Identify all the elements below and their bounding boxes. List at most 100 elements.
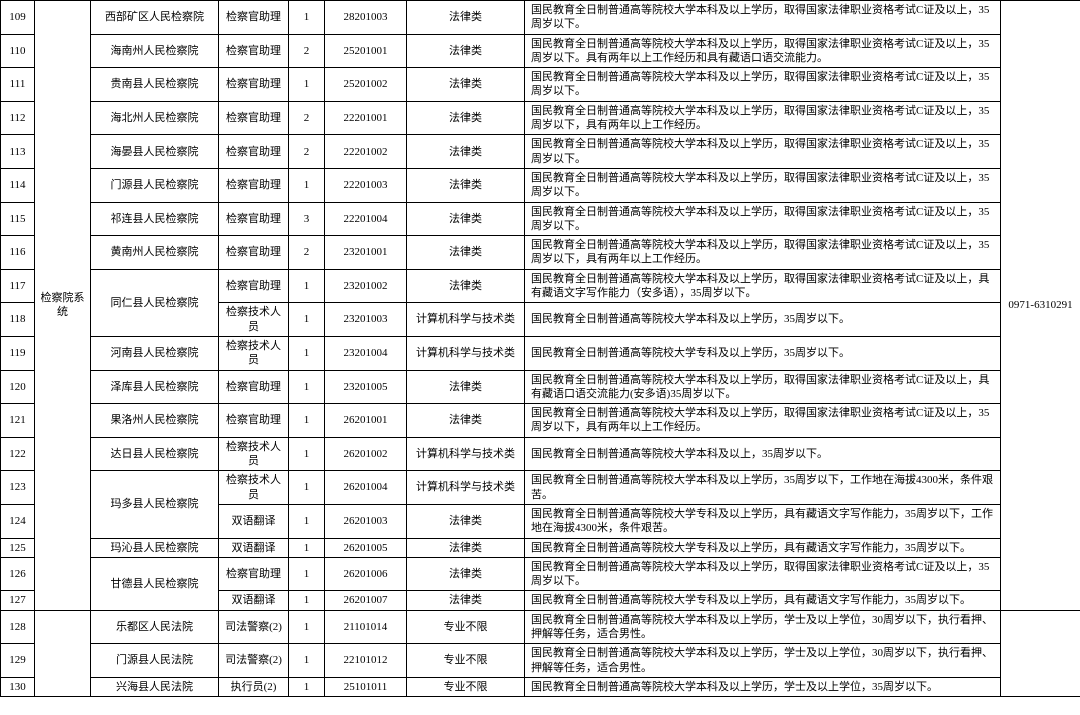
row-index: 130 [1, 677, 35, 696]
row-index: 125 [1, 538, 35, 557]
org-name: 海晏县人民检察院 [91, 135, 219, 169]
system-group: 检察院系统 [35, 1, 91, 611]
table-row: 121果洛州人民检察院检察官助理126201001法律类国民教育全日制普通高等院… [1, 404, 1080, 438]
row-index: 126 [1, 557, 35, 591]
row-index: 113 [1, 135, 35, 169]
org-name: 果洛州人民检察院 [91, 404, 219, 438]
row-index: 124 [1, 504, 35, 538]
requirement: 国民教育全日制普通高等院校大学本科及以上学历，学士及以上学位，35周岁以下。 [525, 677, 1001, 696]
requirement: 国民教育全日制普通高等院校大学本科及以上学历，取得国家法律职业资格考试C证及以上… [525, 269, 1001, 303]
table-row: 112海北州人民检察院检察官助理222201001法律类国民教育全日制普通高等院… [1, 101, 1080, 135]
org-name: 西部矿区人民检察院 [91, 1, 219, 35]
requirement: 国民教育全日制普通高等院校大学本科及以上学历，学士及以上学位，30周岁以下，执行… [525, 610, 1001, 644]
row-index: 122 [1, 437, 35, 471]
position: 检察官助理 [219, 370, 289, 404]
row-index: 111 [1, 68, 35, 102]
job-code: 26201002 [325, 437, 407, 471]
system-group [35, 610, 91, 696]
category: 法律类 [407, 557, 525, 591]
requirement: 国民教育全日制普通高等院校大学本科及以上学历，35周岁以下，工作地在海拔4300… [525, 471, 1001, 505]
table-row: 123玛多县人民检察院检察技术人员126201004计算机科学与技术类国民教育全… [1, 471, 1080, 505]
job-code: 23201005 [325, 370, 407, 404]
job-code: 26201007 [325, 591, 407, 610]
table-row: 119河南县人民检察院检察技术人员123201004计算机科学与技术类国民教育全… [1, 336, 1080, 370]
category: 法律类 [407, 404, 525, 438]
table-row: 126甘德县人民检察院检察官助理126201006法律类国民教育全日制普通高等院… [1, 557, 1080, 591]
requirement: 国民教育全日制普通高等院校大学本科及以上学历，取得国家法律职业资格考试C证及以上… [525, 1, 1001, 35]
org-name: 兴海县人民法院 [91, 677, 219, 696]
count: 1 [289, 437, 325, 471]
org-name: 门源县人民检察院 [91, 168, 219, 202]
category: 法律类 [407, 68, 525, 102]
category: 法律类 [407, 202, 525, 236]
requirement: 国民教育全日制普通高等院校大学本科及以上，35周岁以下。 [525, 437, 1001, 471]
position: 检察官助理 [219, 202, 289, 236]
position: 执行员(2) [219, 677, 289, 696]
table-row: 125玛沁县人民检察院双语翻译126201005法律类国民教育全日制普通高等院校… [1, 538, 1080, 557]
row-index: 120 [1, 370, 35, 404]
table-row: 115祁连县人民检察院检察官助理322201004法律类国民教育全日制普通高等院… [1, 202, 1080, 236]
row-index: 119 [1, 336, 35, 370]
category: 法律类 [407, 538, 525, 557]
job-code: 23201003 [325, 303, 407, 337]
count: 2 [289, 34, 325, 68]
position: 司法警察(2) [219, 644, 289, 678]
position: 双语翻译 [219, 504, 289, 538]
org-name: 同仁县人民检察院 [91, 269, 219, 336]
requirement: 国民教育全日制普通高等院校大学本科及以上学历，取得国家法律职业资格考试C证及以上… [525, 168, 1001, 202]
count: 1 [289, 168, 325, 202]
count: 1 [289, 1, 325, 35]
job-code: 28201003 [325, 1, 407, 35]
count: 1 [289, 68, 325, 102]
job-code: 22201002 [325, 135, 407, 169]
row-index: 129 [1, 644, 35, 678]
position: 双语翻译 [219, 538, 289, 557]
count: 1 [289, 557, 325, 591]
table-row: 116黄南州人民检察院检察官助理223201001法律类国民教育全日制普通高等院… [1, 236, 1080, 270]
job-code: 23201001 [325, 236, 407, 270]
row-index: 110 [1, 34, 35, 68]
org-name: 玛多县人民检察院 [91, 471, 219, 538]
table-row: 110海南州人民检察院检察官助理225201001法律类国民教育全日制普通高等院… [1, 34, 1080, 68]
job-code: 26201001 [325, 404, 407, 438]
requirement: 国民教育全日制普通高等院校大学本科及以上学历，取得国家法律职业资格考试C证及以上… [525, 34, 1001, 68]
row-index: 127 [1, 591, 35, 610]
position: 检察技术人员 [219, 437, 289, 471]
org-name: 乐都区人民法院 [91, 610, 219, 644]
requirement: 国民教育全日制普通高等院校大学本科及以上学历，取得国家法律职业资格考试C证及以上… [525, 135, 1001, 169]
category: 法律类 [407, 1, 525, 35]
position: 检察官助理 [219, 1, 289, 35]
job-code: 22201004 [325, 202, 407, 236]
requirement: 国民教育全日制普通高等院校大学本科及以上学历，35周岁以下。 [525, 303, 1001, 337]
table-row: 117同仁县人民检察院检察官助理123201002法律类国民教育全日制普通高等院… [1, 269, 1080, 303]
row-index: 115 [1, 202, 35, 236]
position: 检察技术人员 [219, 471, 289, 505]
category: 专业不限 [407, 610, 525, 644]
job-code: 26201005 [325, 538, 407, 557]
requirement: 国民教育全日制普通高等院校大学专科及以上学历，具有藏语文字写作能力，35周岁以下… [525, 591, 1001, 610]
position: 检察官助理 [219, 135, 289, 169]
row-index: 117 [1, 269, 35, 303]
row-index: 118 [1, 303, 35, 337]
category: 法律类 [407, 236, 525, 270]
org-name: 黄南州人民检察院 [91, 236, 219, 270]
position: 检察技术人员 [219, 336, 289, 370]
job-code: 25101011 [325, 677, 407, 696]
count: 2 [289, 101, 325, 135]
position: 检察官助理 [219, 269, 289, 303]
category: 法律类 [407, 269, 525, 303]
org-name: 玛沁县人民检察院 [91, 538, 219, 557]
org-name: 海北州人民检察院 [91, 101, 219, 135]
job-code: 22201001 [325, 101, 407, 135]
count: 2 [289, 236, 325, 270]
recruitment-table: 109检察院系统西部矿区人民检察院检察官助理128201003法律类国民教育全日… [0, 0, 1080, 697]
row-index: 128 [1, 610, 35, 644]
position: 检察官助理 [219, 404, 289, 438]
requirement: 国民教育全日制普通高等院校大学专科及以上学历，具有藏语文字写作能力，35周岁以下… [525, 538, 1001, 557]
category: 计算机科学与技术类 [407, 471, 525, 505]
count: 1 [289, 370, 325, 404]
requirement: 国民教育全日制普通高等院校大学本科及以上学历，取得国家法律职业资格考试C证及以上… [525, 202, 1001, 236]
requirement: 国民教育全日制普通高等院校大学本科及以上学历，取得国家法律职业资格考试C证及以上… [525, 370, 1001, 404]
job-code: 23201004 [325, 336, 407, 370]
position: 检察技术人员 [219, 303, 289, 337]
